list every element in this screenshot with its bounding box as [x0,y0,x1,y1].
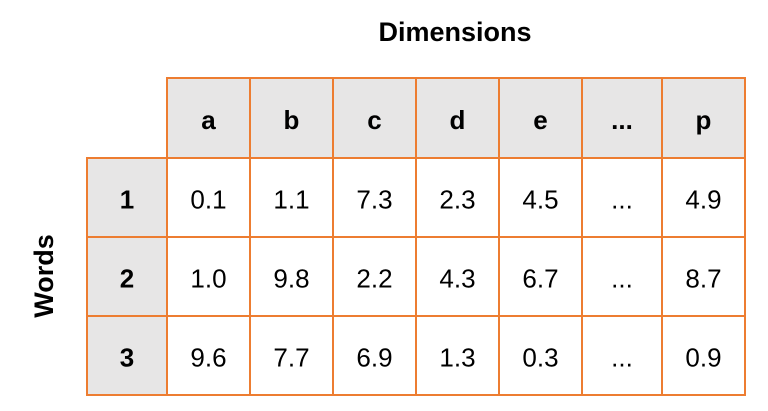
column-header: b [284,105,300,135]
cell-value-cell [415,157,500,238]
cell-value: 8.7 [685,264,721,294]
column-header: a [201,105,216,135]
cell-value: 0.3 [522,343,558,373]
cell-value-cell [498,315,583,396]
cell-value-cell [166,315,251,396]
cell-value: ... [611,185,633,215]
cell-value: 0.9 [685,343,721,373]
cell-value-cell [415,236,500,317]
column-header-cell [166,77,251,159]
cell-value-cell [332,315,417,396]
cell-value-cell [581,236,663,317]
column-header-cell [249,77,334,159]
column-header: ... [611,105,633,135]
cell-value: ... [611,264,633,294]
cell-value: 7.3 [356,185,392,215]
cell-value: 2.2 [356,264,392,294]
cell-value: 2.3 [439,185,475,215]
cell-value: 1.1 [273,185,309,215]
row-header-cell [86,236,168,317]
side-label: Words [29,234,59,318]
row-header: 2 [120,264,134,294]
cell-value-cell [249,157,334,238]
cell-value-cell [661,315,746,396]
cell-value-cell [498,236,583,317]
cell-value: 9.8 [273,264,309,294]
cell-value: 6.7 [522,264,558,294]
table: a b c d e... p 1 0.1 1.1 7.3 2.3 4.5... 4.9 2 1.0 9.8 2.… [86,77,746,396]
cell-value-cell [661,236,746,317]
cell-value-cell [332,236,417,317]
row-header: 1 [120,185,134,215]
column-header: p [696,105,712,135]
cell-value: 4.5 [522,185,558,215]
row-header: 3 [120,343,134,373]
row-header-cell [86,157,168,238]
cell-value: 0.1 [190,185,226,215]
cell-value: 4.9 [685,185,721,215]
column-header: c [367,105,381,135]
cell-value: 1.3 [439,343,475,373]
cell-value-cell [249,236,334,317]
cell-value: 4.3 [439,264,475,294]
cell-value-cell [581,157,663,238]
column-header-cell [581,77,663,159]
cell-value-cell [166,236,251,317]
title: Dimensions [378,17,531,47]
cell-value: 1.0 [190,264,226,294]
cell-value: ... [611,343,633,373]
cell-value: 6.9 [356,343,392,373]
column-header: d [450,105,466,135]
column-header: e [533,105,547,135]
cell-value-cell [415,315,500,396]
cell-value: 7.7 [273,343,309,373]
cell-value: 9.6 [190,343,226,373]
